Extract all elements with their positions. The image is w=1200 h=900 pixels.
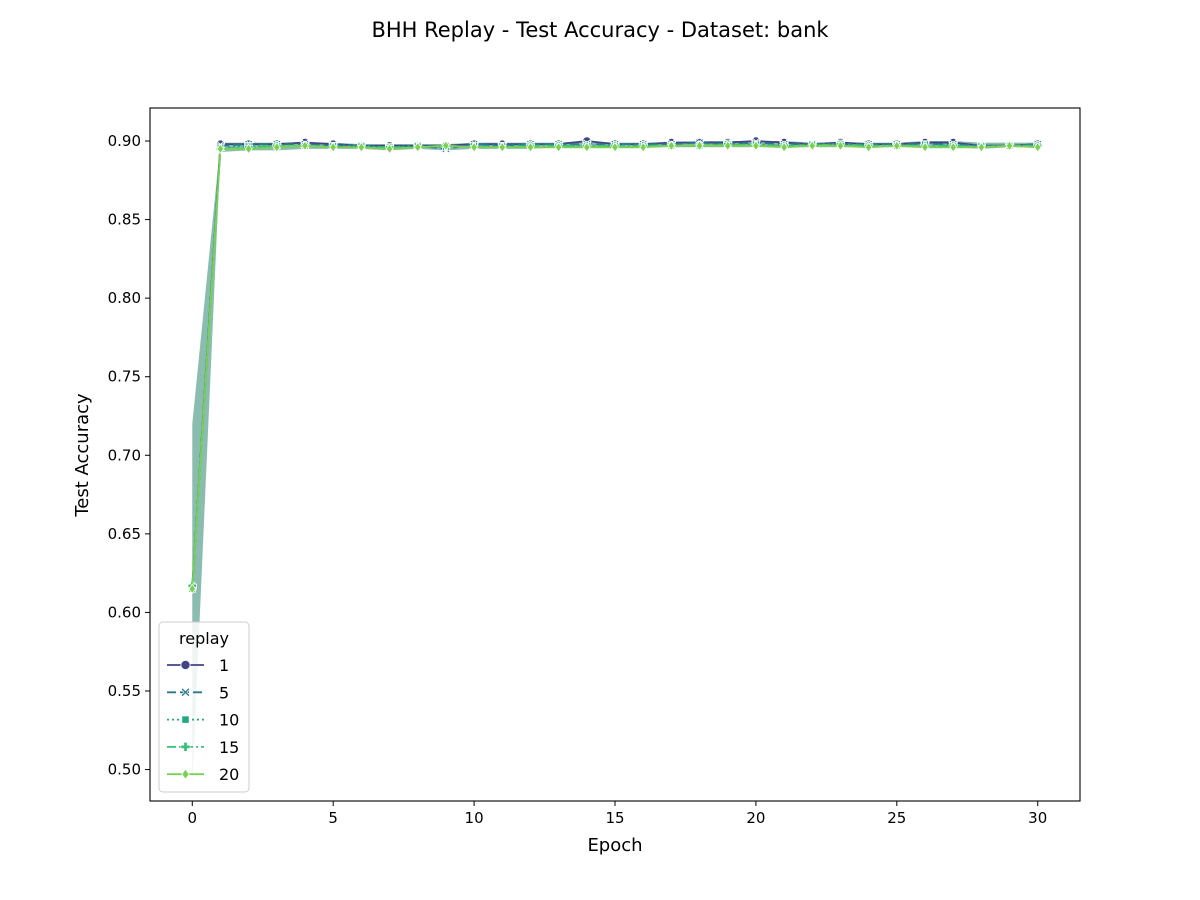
legend-marker-15 (180, 741, 191, 752)
x-tick-label-20: 20 (746, 809, 765, 827)
legend-marker-5 (180, 687, 191, 698)
data-point-20-8 (413, 141, 422, 153)
x-tick-label-0: 0 (187, 809, 197, 827)
legend-item-5: 5 (167, 683, 229, 702)
data-point-20-0 (188, 583, 197, 595)
data-point-20-22 (808, 140, 817, 152)
data-point-20-9 (442, 140, 450, 152)
y-tick-label-0.75: 0.75 (108, 368, 141, 386)
x-axis: 0 5 10 15 20 25 30 (187, 801, 1047, 827)
y-axis: 0.50 0.55 0.60 0.65 0.70 0.75 0.80 0.85 0.90 (108, 132, 150, 779)
x-tick-label-15: 15 (605, 809, 624, 827)
data-point-20-27 (949, 141, 958, 153)
data-point-20-29 (1005, 140, 1014, 152)
x-tick-label-25: 25 (887, 809, 906, 827)
data-point-20-18 (695, 140, 704, 152)
x-tick-label-10: 10 (465, 809, 484, 827)
legend-label-5: 5 (219, 683, 229, 702)
y-tick-label-0.85: 0.85 (108, 211, 141, 229)
data-point-20-14 (582, 141, 591, 153)
data-point-20-19 (723, 140, 732, 152)
data-point-20-7 (385, 143, 394, 155)
data-point-20-23 (836, 140, 845, 152)
data-point-20-2 (244, 143, 253, 155)
x-axis-label: Epoch (587, 835, 642, 856)
legend-marker-1 (180, 660, 191, 671)
legend-label-15: 15 (219, 738, 239, 757)
data-point-20-30 (1033, 141, 1042, 153)
legend-item-1: 1 (167, 656, 229, 675)
data-point-20-25 (892, 140, 901, 152)
x-tick-label-30: 30 (1028, 809, 1047, 827)
y-axis-label: Test Accuracy (72, 393, 93, 518)
y-tick-label-0.50: 0.50 (108, 761, 141, 779)
legend-title: replay (179, 629, 229, 648)
data-point-20-26 (921, 141, 929, 153)
data-point-20-11 (498, 141, 507, 153)
x-tick-label-5: 5 (328, 809, 338, 827)
y-tick-label-0.60: 0.60 (108, 603, 141, 621)
legend-marker-20 (181, 768, 190, 780)
legend-label-1: 1 (219, 656, 229, 675)
legend-label-20: 20 (219, 765, 239, 784)
y-tick-label-0.90: 0.90 (108, 132, 141, 150)
legend-item-15: 15 (167, 738, 239, 757)
data-point-20-20 (752, 140, 760, 152)
data-point-20-24 (864, 141, 873, 153)
legend-marker-10 (181, 715, 190, 724)
data-point-20-28 (977, 141, 986, 153)
y-tick-label-0.55: 0.55 (108, 682, 141, 700)
data-point-20-6 (357, 141, 366, 153)
data-point-20-13 (554, 141, 563, 153)
y-tick-label-0.70: 0.70 (108, 446, 141, 464)
legend-label-10: 10 (219, 711, 239, 730)
data-point-20-17 (667, 140, 676, 152)
legend-item-20: 20 (167, 765, 239, 784)
data-point-20-15 (611, 141, 619, 153)
plot-area (187, 136, 1043, 786)
data-point-20-16 (639, 141, 648, 153)
data-point-20-4 (301, 140, 309, 152)
y-tick-label-0.65: 0.65 (108, 525, 141, 543)
data-point-20-3 (272, 141, 281, 153)
series-20 (188, 140, 1042, 595)
y-tick-label-0.80: 0.80 (108, 289, 141, 307)
data-point-20-1 (216, 143, 225, 155)
data-point-20-10 (470, 141, 478, 153)
data-point-20-21 (780, 141, 788, 153)
data-point-20-12 (526, 141, 535, 153)
legend-item-10: 10 (167, 711, 239, 730)
data-point-20-5 (329, 141, 338, 153)
chart-title: BHH Replay - Test Accuracy - Dataset: ba… (371, 18, 829, 42)
